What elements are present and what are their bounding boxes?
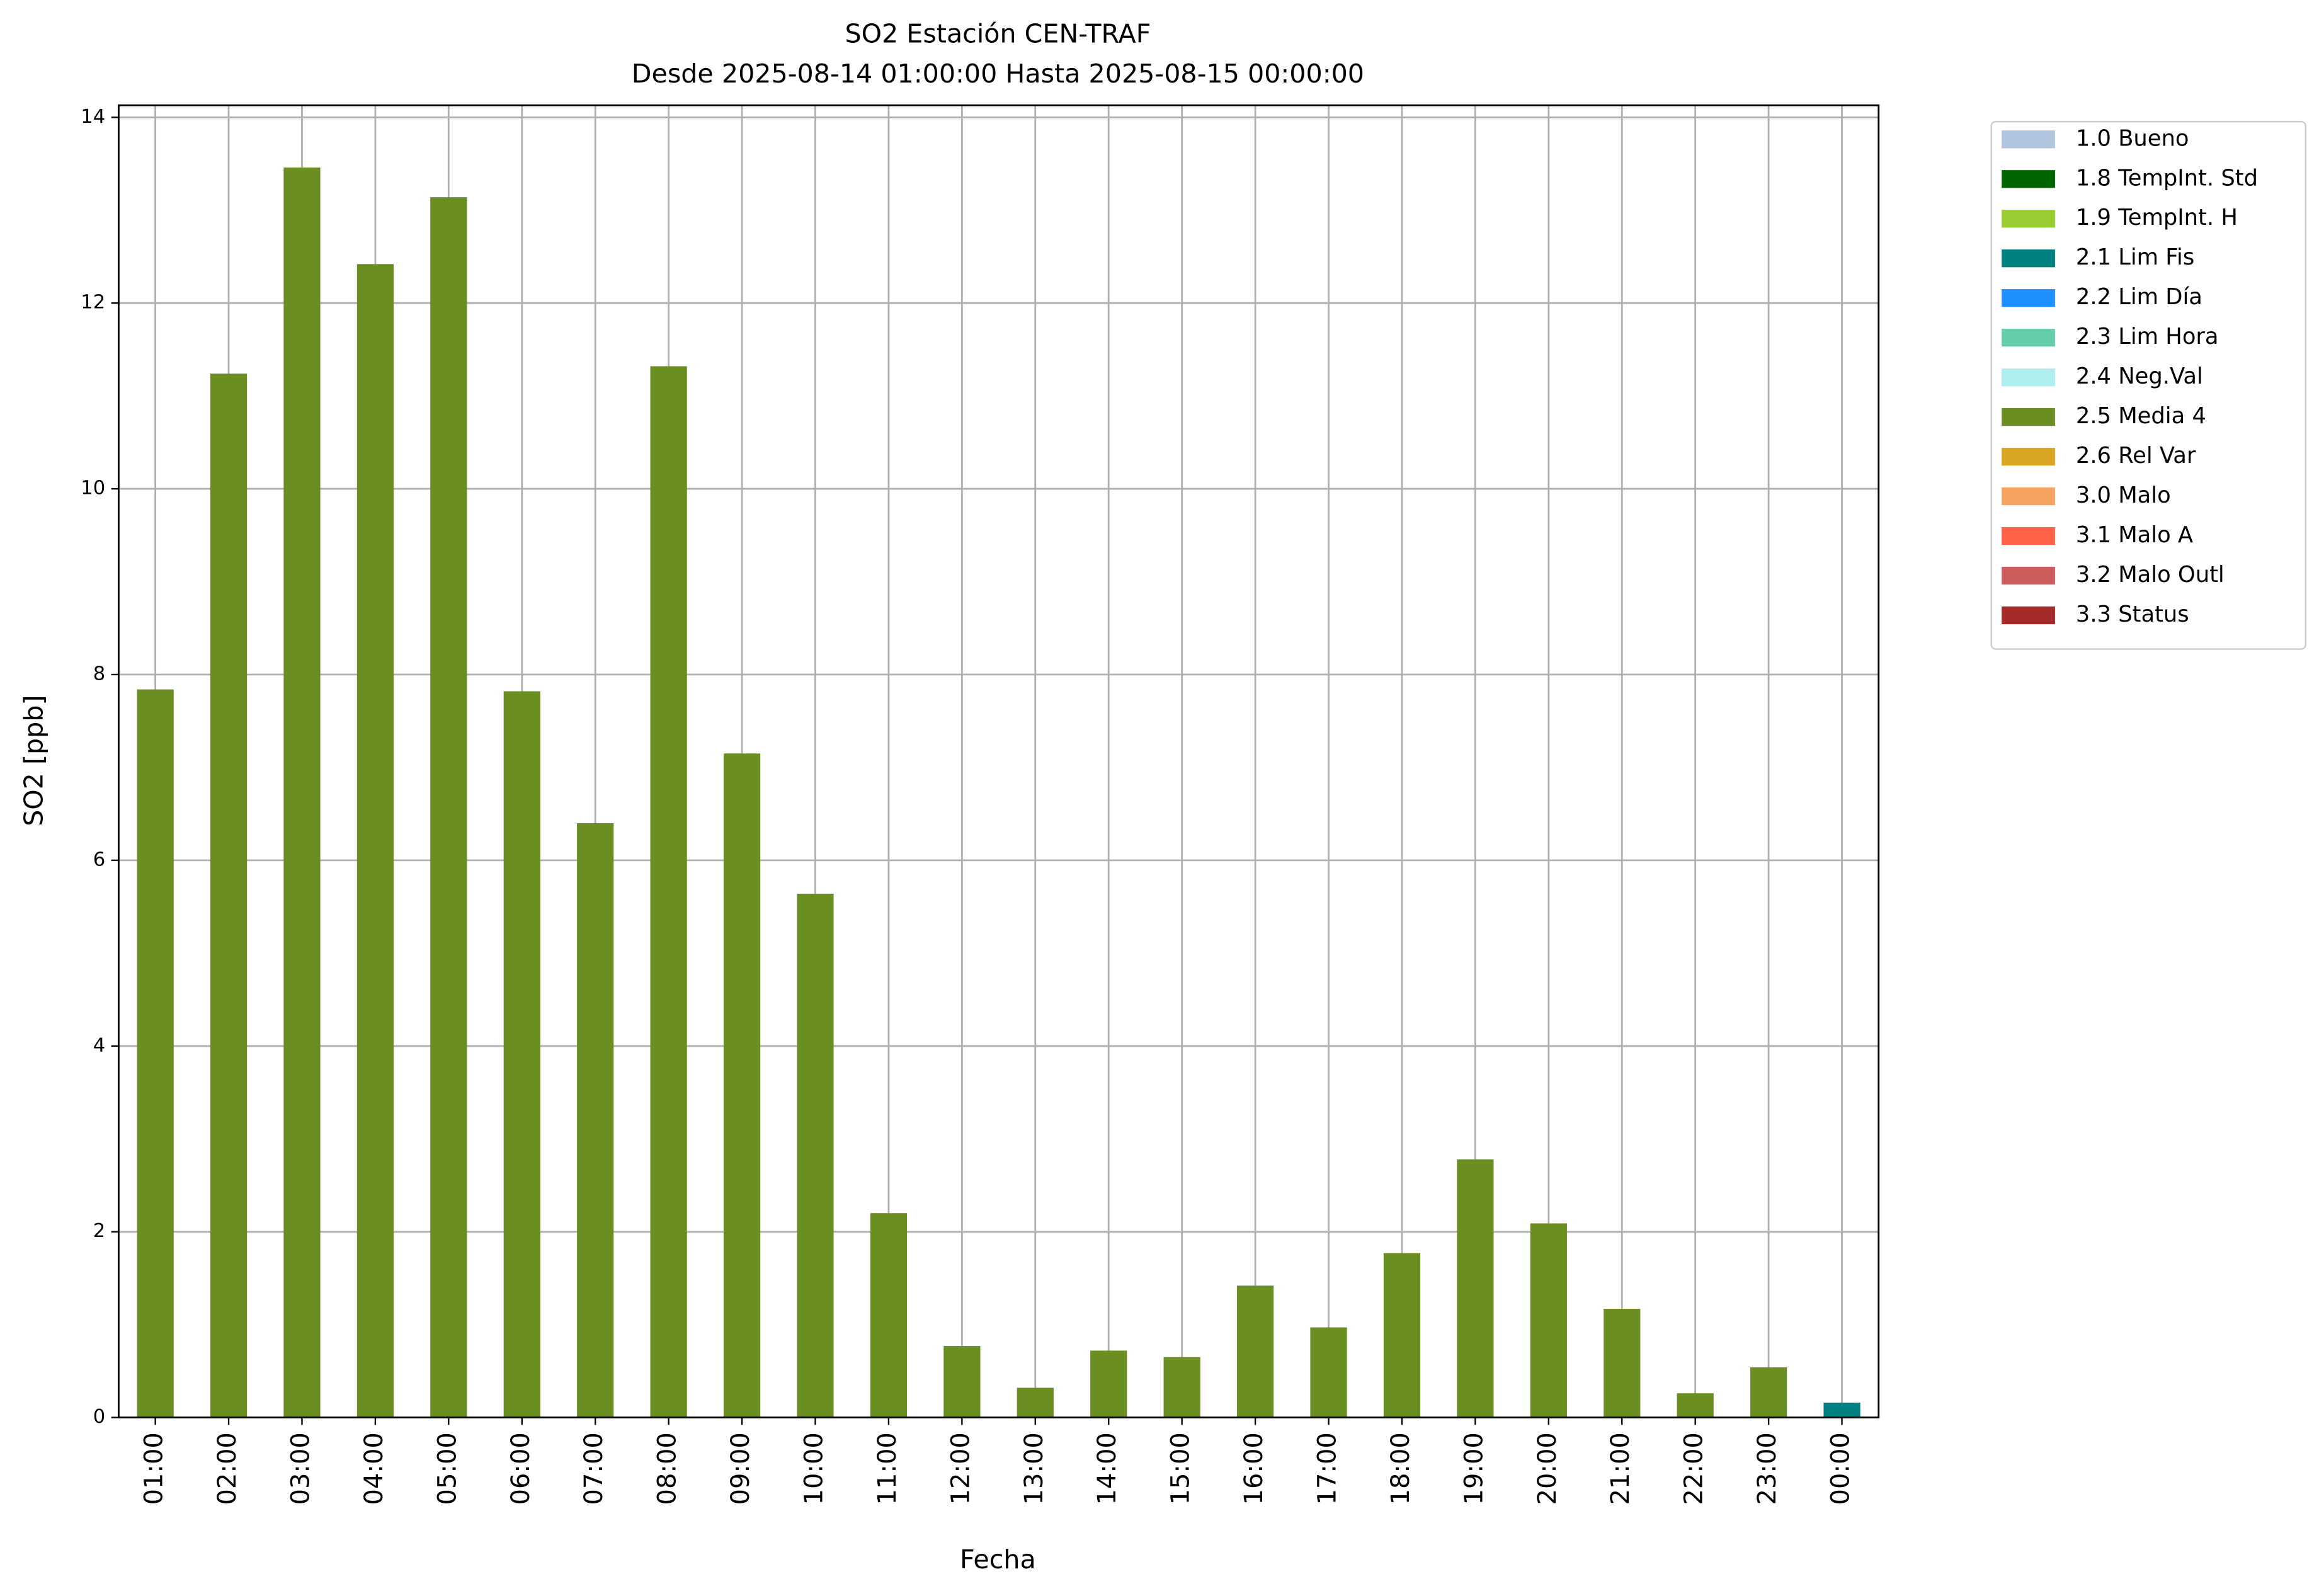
- bar: [1383, 1253, 1421, 1418]
- legend-label: 2.3 Lim Hora: [2076, 324, 2219, 350]
- x-tick-label: 16:00: [1239, 1432, 1268, 1505]
- bar: [503, 691, 540, 1418]
- y-tick-label: 8: [93, 663, 105, 685]
- x-tick-label: 02:00: [213, 1432, 242, 1505]
- x-tick-label: 23:00: [1753, 1432, 1782, 1505]
- bar: [1310, 1327, 1347, 1418]
- legend-label: 3.2 Malo Outl: [2076, 562, 2225, 588]
- chart-subtitle: Desde 2025-08-14 01:00:00 Hasta 2025-08-…: [632, 59, 1364, 89]
- legend-swatch: [2002, 130, 2055, 149]
- x-tick-label: 09:00: [726, 1432, 755, 1505]
- y-tick-label: 0: [93, 1406, 105, 1428]
- bar: [723, 753, 761, 1418]
- bar: [283, 167, 321, 1418]
- bar: [650, 366, 687, 1418]
- y-tick-label: 10: [81, 477, 105, 499]
- legend-label: 1.9 TempInt. H: [2076, 205, 2238, 231]
- x-tick-label: 10:00: [799, 1432, 828, 1505]
- legend-swatch: [2002, 210, 2055, 228]
- x-tick-label: 13:00: [1020, 1432, 1049, 1505]
- y-axis-label: SO2 [ppb]: [19, 695, 49, 826]
- x-tick-label: 01:00: [140, 1432, 169, 1505]
- x-tick-label: 20:00: [1533, 1432, 1562, 1505]
- bar: [430, 197, 467, 1418]
- legend-swatch: [2002, 527, 2055, 545]
- x-tick-label: 14:00: [1093, 1432, 1122, 1505]
- legend-swatch: [2002, 447, 2055, 466]
- x-tick-label: 07:00: [579, 1432, 608, 1505]
- x-axis-label: Fecha: [960, 1544, 1036, 1575]
- y-tick-label: 2: [93, 1220, 105, 1242]
- x-tick-label: 21:00: [1606, 1432, 1635, 1505]
- legend-swatch: [2002, 249, 2055, 268]
- bar: [137, 689, 174, 1418]
- x-tick-label: 05:00: [433, 1432, 462, 1505]
- x-tick-label: 22:00: [1680, 1432, 1709, 1505]
- x-tick-label: 12:00: [946, 1432, 975, 1505]
- legend-label: 2.1 Lim Fis: [2076, 244, 2194, 270]
- y-tick-label: 6: [93, 848, 105, 870]
- bar: [797, 893, 834, 1418]
- legend-label: 1.0 Bueno: [2076, 125, 2189, 151]
- bar: [1750, 1367, 1787, 1418]
- x-tick-label: 15:00: [1166, 1432, 1195, 1505]
- legend-label: 2.6 Rel Var: [2076, 443, 2196, 469]
- x-tick-label: 04:00: [360, 1432, 389, 1505]
- legend-swatch: [2002, 170, 2055, 188]
- legend-swatch: [2002, 329, 2055, 347]
- bar: [1090, 1350, 1127, 1418]
- bar: [356, 264, 394, 1418]
- bar: [1017, 1388, 1054, 1418]
- bar: [870, 1213, 908, 1418]
- legend-box: [1990, 120, 2306, 650]
- legend-label: 1.8 TempInt. Std: [2076, 165, 2258, 191]
- bar: [943, 1346, 981, 1418]
- legend-label: 2.4 Neg.Val: [2076, 363, 2203, 389]
- bar: [577, 823, 614, 1418]
- legend-swatch: [2002, 289, 2055, 307]
- legend-label: 2.2 Lim Día: [2076, 284, 2202, 310]
- x-tick-label: 18:00: [1386, 1432, 1415, 1505]
- bar: [1236, 1285, 1274, 1418]
- bar: [1163, 1357, 1200, 1418]
- plot-frame: [117, 104, 1880, 1418]
- x-tick-label: 17:00: [1313, 1432, 1342, 1505]
- legend: 1.0 Bueno 1.8 TempInt. Std 1.9 TempInt. H 2…: [1990, 120, 2306, 650]
- x-tick-label: 00:00: [1826, 1432, 1855, 1505]
- bar: [1823, 1402, 1860, 1418]
- bar: [210, 373, 248, 1418]
- chart-title: SO2 Estación CEN-TRAF: [845, 18, 1151, 48]
- x-tick-label: 19:00: [1459, 1432, 1488, 1505]
- y-tick-label: 4: [93, 1034, 105, 1056]
- y-tick-label: 14: [81, 106, 105, 128]
- x-tick-label: 03:00: [286, 1432, 315, 1505]
- bar: [1457, 1159, 1494, 1418]
- y-tick-label: 12: [81, 292, 105, 314]
- x-tick-label: 08:00: [653, 1432, 682, 1505]
- legend-swatch: [2002, 566, 2055, 585]
- legend-label: 3.3 Status: [2076, 601, 2189, 627]
- bar: [1530, 1223, 1567, 1418]
- legend-swatch: [2002, 487, 2055, 506]
- bar: [1604, 1309, 1641, 1418]
- legend-swatch: [2002, 606, 2055, 625]
- legend-swatch: [2002, 368, 2055, 387]
- legend-label: 2.5 Media 4: [2076, 403, 2206, 429]
- bar: [1677, 1393, 1714, 1418]
- x-tick-label: 11:00: [873, 1432, 902, 1505]
- x-tick-label: 06:00: [506, 1432, 535, 1505]
- legend-label: 3.1 Malo A: [2076, 522, 2193, 548]
- legend-swatch: [2002, 408, 2055, 426]
- legend-label: 3.0 Malo: [2076, 482, 2171, 508]
